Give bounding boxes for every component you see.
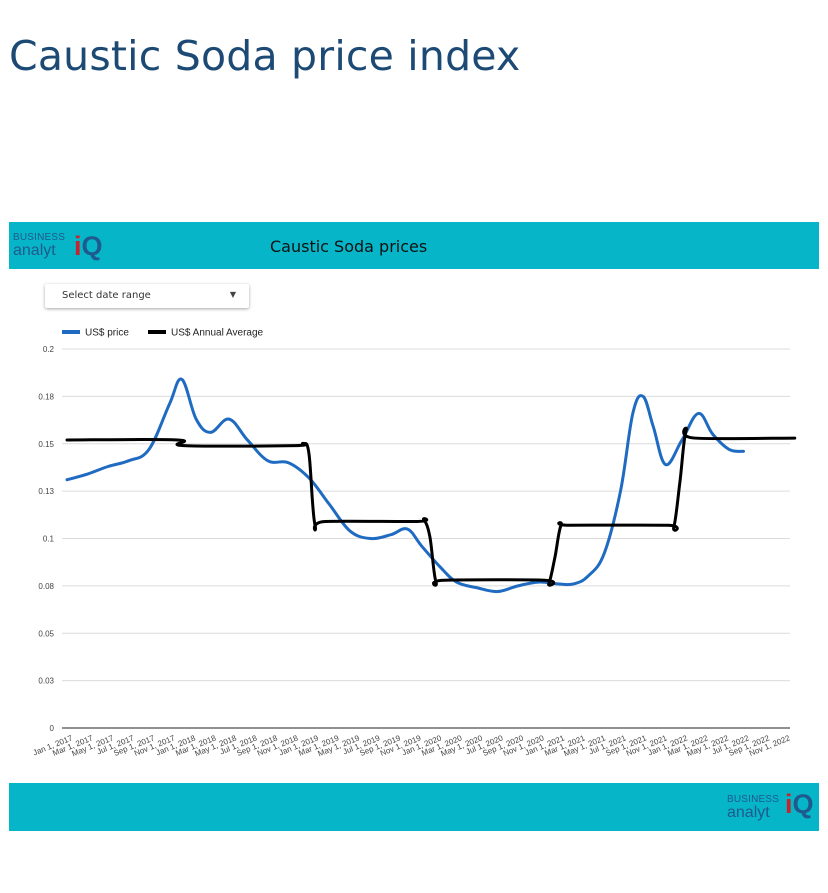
y-tick-label: 0.15 (38, 440, 54, 449)
legend-label-price: US$ price (85, 328, 129, 339)
caret-down-icon: ▼ (229, 290, 236, 299)
brand-iq-mark: iQ (74, 231, 103, 261)
header-banner: BUSINESS analyt iQ (9, 222, 819, 269)
series-line-annual-average (65, 426, 797, 587)
footer-brand-logo: BUSINESS analyt iQ (727, 791, 814, 821)
y-tick-label: 0.2 (43, 345, 55, 354)
brand-line1: BUSINESS (13, 232, 66, 243)
footer-brand-line1: BUSINESS (727, 794, 780, 805)
y-tick-label: 0 (50, 724, 55, 733)
footer-banner: BUSINESS analyt iQ (9, 783, 819, 831)
dashboard-title: Caustic Soda prices (270, 237, 428, 256)
page-title: Caustic Soda price index (9, 32, 521, 80)
y-tick-label: 0.08 (38, 582, 54, 591)
brand-line2: analyt (13, 242, 56, 259)
date-range-select[interactable]: Select date range ▼ (45, 284, 249, 308)
footer-brand-line2: analyt (727, 804, 770, 821)
legend-label-average: US$ Annual Average (171, 328, 264, 339)
y-tick-label: 0.03 (38, 677, 54, 686)
series-line-price (65, 377, 745, 594)
y-tick-label: 0.05 (38, 629, 54, 638)
date-range-label: Select date range (62, 290, 151, 301)
y-tick-label: 0.1 (43, 535, 55, 544)
y-tick-label: 0.18 (38, 392, 54, 401)
y-tick-label: 0.13 (38, 487, 54, 496)
footer-brand-iq-mark: iQ (785, 789, 814, 819)
brand-logo: BUSINESS analyt iQ (13, 232, 103, 260)
